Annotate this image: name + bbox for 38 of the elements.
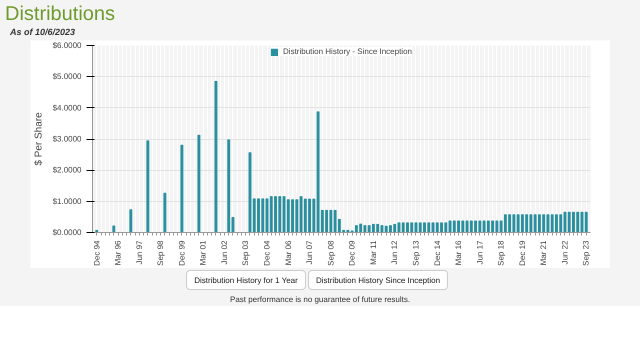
x-tick-label: Mar 11	[368, 240, 378, 265]
chart-title: Distributions	[5, 2, 116, 27]
chart-subtitle: As of 10/6/2023	[10, 26, 76, 39]
y-tick-label: $2.0000	[52, 166, 82, 175]
x-tick-label: Sep 13	[411, 240, 420, 266]
x-tick-label: Jun 02	[220, 240, 229, 265]
y-tick-label: $5.0000	[52, 72, 82, 82]
x-tick-label: Dec 99	[177, 240, 186, 266]
x-tick-label: Jun 97	[134, 240, 144, 265]
text: Past performance is no guarantee of future results.	[230, 294, 410, 306]
y-tick-label: $3.0000	[52, 134, 82, 144]
y-axis-title: $ Per Share	[34, 112, 45, 166]
x-tick-label: Dec 19	[518, 240, 527, 266]
x-tick-label: Dec 94	[92, 240, 102, 266]
x-tick-label: Dec 09	[348, 240, 357, 266]
x-tick-label: Dec 14	[432, 240, 442, 266]
x-tick-label: Mar 06	[284, 240, 293, 266]
text: Distribution History for 1 Year	[186, 270, 306, 290]
x-tick-label: Sep 23	[582, 240, 591, 266]
y-tick-label: $4.0000	[52, 103, 82, 112]
y-tick-label: $0.0000	[52, 228, 82, 237]
x-tick-label: Mar 01	[198, 240, 208, 266]
x-tick-label: Mar 21	[539, 240, 548, 266]
x-tick-label: Jun 12	[390, 240, 400, 265]
text: Distribution History Since Inception	[308, 270, 448, 290]
x-tick-label: Sep 03	[241, 240, 250, 266]
x-tick-label: Sep 18	[496, 240, 506, 266]
x-tick-label: Dec 04	[262, 240, 272, 266]
legend-label: Distribution History - Since Inception	[283, 47, 412, 56]
y-tick-label: $6.0000	[52, 41, 82, 50]
y-tick-label: $1.0000	[52, 196, 82, 206]
x-tick-label: Sep 08	[326, 240, 336, 266]
x-tick-label: Mar 16	[454, 240, 464, 266]
x-tick-label: Jun 22	[560, 240, 570, 265]
x-tick-label: Jun 07	[305, 240, 314, 265]
x-tick-label: Mar 96	[114, 240, 123, 266]
x-tick-label: Jun 17	[475, 240, 484, 265]
x-tick-label: Sep 98	[156, 240, 166, 266]
